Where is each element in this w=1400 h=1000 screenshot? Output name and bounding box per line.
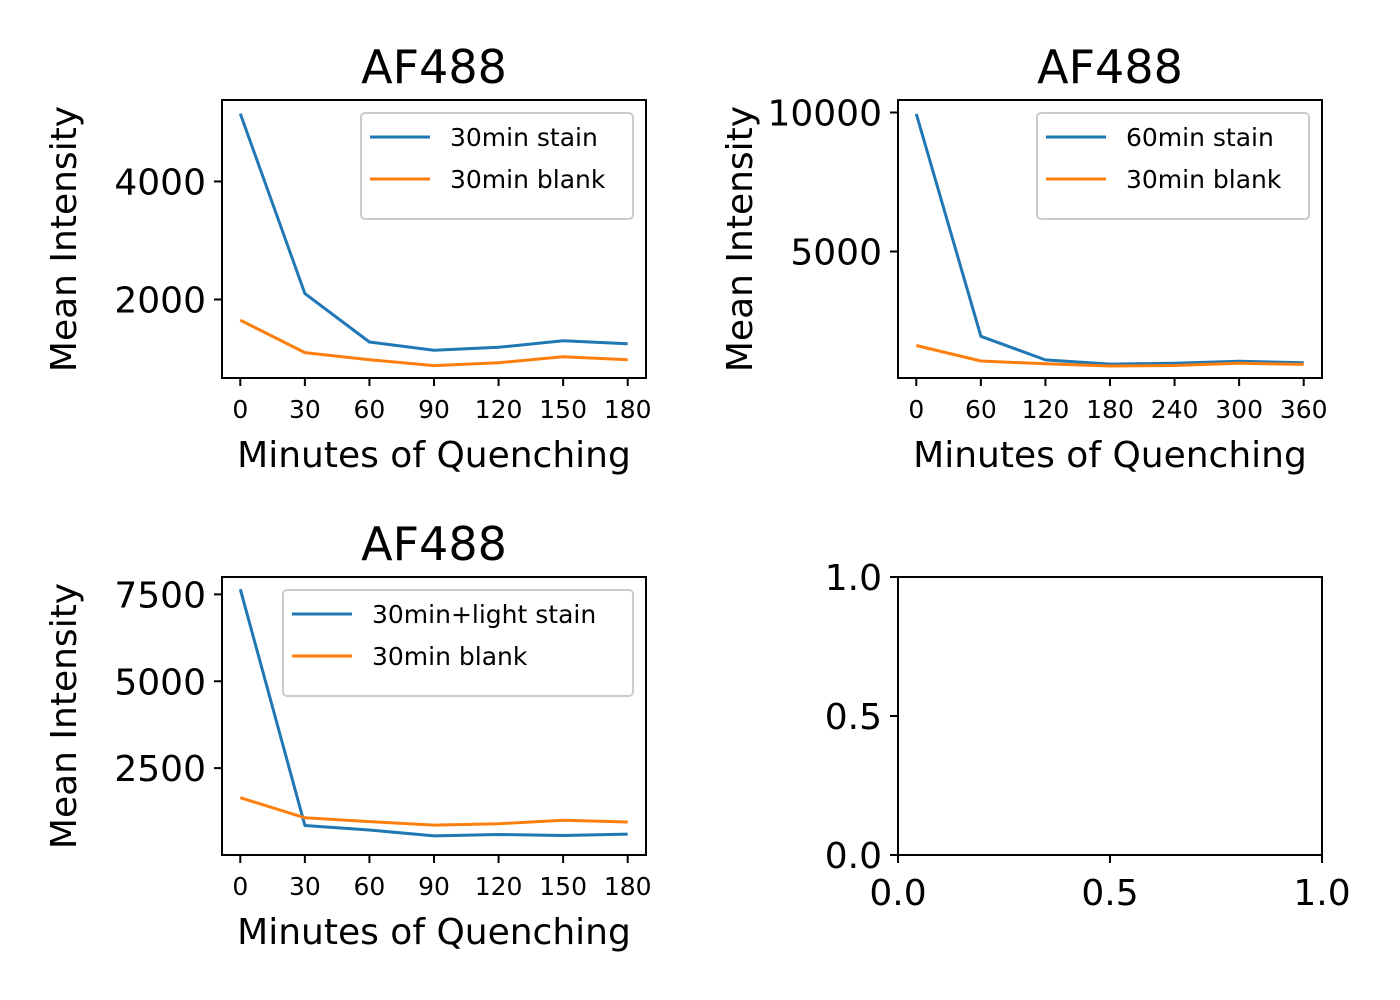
legend-box: [360, 112, 634, 220]
x-tick-label: 60: [354, 395, 386, 424]
x-tick-label: 0.5: [1081, 873, 1138, 914]
y-tick-label: 7500: [114, 575, 206, 616]
x-tick-label: 300: [1215, 395, 1263, 424]
x-axis-label: Minutes of Quenching: [237, 912, 631, 953]
chart-panel-4: 0.0 0.5 1.0 0.0 0.5 1.0: [825, 558, 1351, 914]
x-tick-label: 30: [289, 395, 321, 424]
chart-panel-3: 0 30 60 90 120 150 180 2500 5000 7500 AF488 Minutes…: [44, 517, 652, 953]
series-line-1: [914, 113, 1304, 366]
series-line-2: [239, 796, 628, 827]
y-tick-label: 2500: [114, 749, 206, 790]
x-tick-label: 60: [354, 872, 386, 901]
legend: 30min stain 30min blank: [360, 112, 634, 220]
x-tick-label: 90: [418, 872, 450, 901]
legend: 30min+light stain 30min blank: [282, 589, 634, 697]
x-tick-label: 120: [475, 872, 523, 901]
x-tick-label: 0: [232, 872, 248, 901]
axes-frame: [897, 576, 1323, 856]
x-tick-label: 180: [604, 872, 652, 901]
x-tick-label: 0: [908, 395, 924, 424]
y-axis-label: Mean Intensity: [720, 106, 761, 372]
y-tick-label: 0.0: [825, 836, 882, 877]
x-tick-label: 180: [604, 395, 652, 424]
legend-entry-label: 30min blank: [372, 642, 528, 671]
x-tick-label: 120: [1022, 395, 1070, 424]
x-tick-label: 150: [539, 872, 587, 901]
chart-title: AF488: [361, 40, 507, 94]
legend: 60min stain 30min blank: [1036, 112, 1310, 220]
x-tick-label: 120: [475, 395, 523, 424]
x-axis-label: Minutes of Quenching: [913, 435, 1307, 476]
legend-entry-label: 30min blank: [450, 165, 606, 194]
y-tick-label: 5000: [114, 662, 206, 703]
x-tick-label: 150: [539, 395, 587, 424]
x-tick-label: 240: [1151, 395, 1199, 424]
series-line-1: [238, 588, 628, 838]
y-tick-label: 1.0: [825, 558, 882, 599]
legend-box: [1036, 112, 1310, 220]
chart-title: AF488: [1037, 40, 1183, 94]
y-tick-label: 4000: [114, 162, 206, 203]
chart-panel-2: 0 60 120 180 240 300 360 5000 10000 AF488 Minutes …: [720, 40, 1328, 476]
legend-entry-label: 30min stain: [450, 123, 598, 152]
y-axis-label: Mean Intensity: [44, 583, 85, 849]
x-tick-label: 0: [232, 395, 248, 424]
y-tick-label: 5000: [790, 233, 882, 274]
x-tick-label: 180: [1086, 395, 1134, 424]
legend-entry-label: 30min blank: [1126, 165, 1282, 194]
legend-entry-label: 30min+light stain: [372, 600, 596, 629]
x-tick-label: 360: [1280, 395, 1328, 424]
series-line-2: [915, 344, 1304, 368]
x-tick-label: 30: [289, 872, 321, 901]
legend-box: [282, 589, 634, 697]
x-tick-label: 90: [418, 395, 450, 424]
chart-title: AF488: [361, 517, 507, 571]
legend-entry-label: 60min stain: [1126, 123, 1274, 152]
y-tick-label: 2000: [114, 280, 206, 321]
x-tick-label: 0.0: [869, 873, 926, 914]
y-tick-label: 10000: [767, 94, 882, 135]
y-axis-label: Mean Intensity: [44, 106, 85, 372]
series-line-2: [239, 318, 628, 368]
y-tick-label: 0.5: [825, 697, 882, 738]
chart-panel-1: 0 30 60 90 120 150 180 2000 4000 AF488 Minutes of …: [44, 40, 652, 476]
x-axis-label: Minutes of Quenching: [237, 435, 631, 476]
x-tick-label: 1.0: [1293, 873, 1350, 914]
x-tick-label: 60: [965, 395, 997, 424]
series-line-1: [238, 113, 628, 352]
